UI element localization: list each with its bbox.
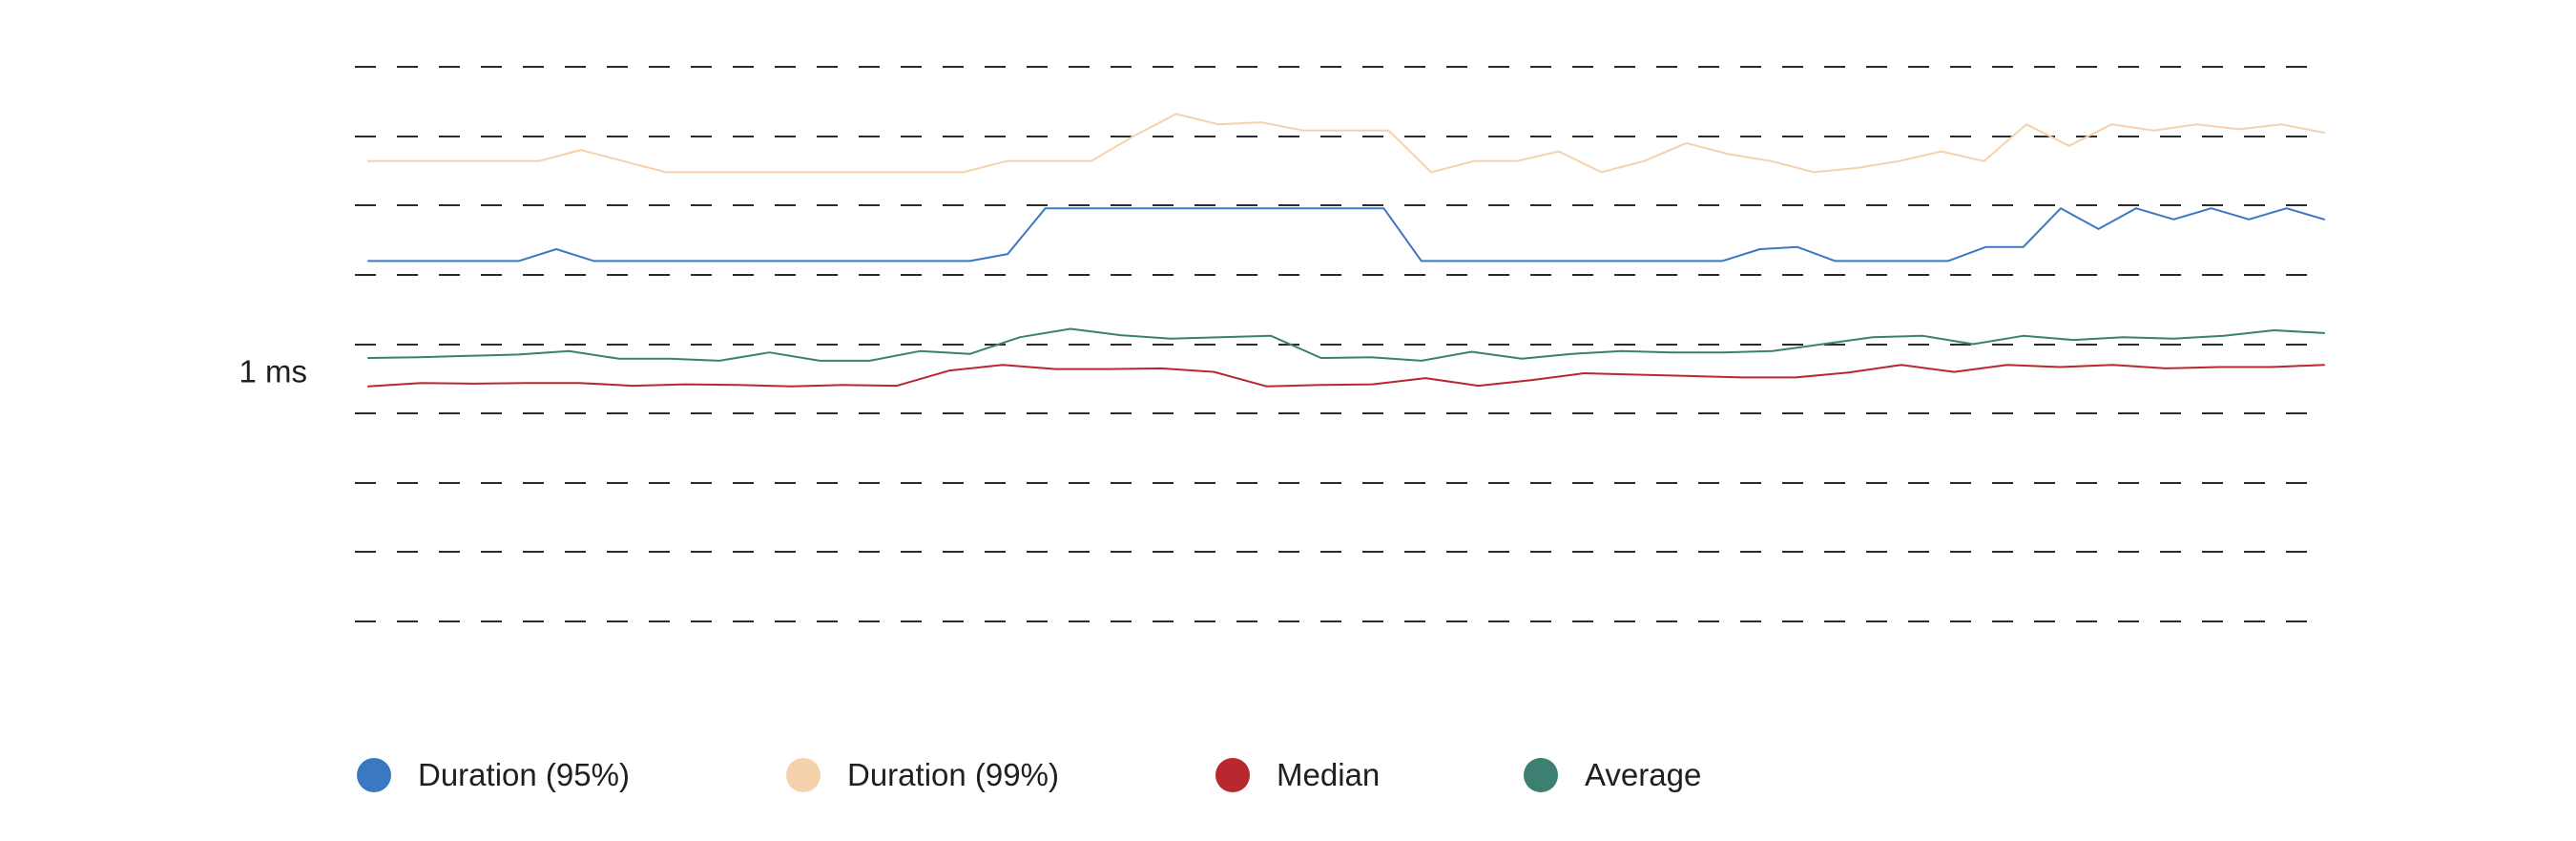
gridlines [355, 66, 2316, 622]
series-line-average [367, 327, 2325, 362]
legend: Duration (95%) Duration (99%) Median Averag… [357, 754, 1772, 796]
legend-item-duration-95[interactable]: Duration (95%) [357, 757, 786, 793]
y-axis-ticks: 1 ms [239, 354, 307, 389]
legend-item-duration-99[interactable]: Duration (99%) [786, 757, 1215, 793]
y-tick-label: 1 ms [239, 354, 307, 389]
legend-label: Median [1277, 757, 1381, 792]
legend-label: Duration (99%) [847, 757, 1059, 792]
legend-label: Duration (95%) [418, 757, 630, 792]
legend-item-median[interactable]: Median [1215, 757, 1524, 793]
legend-swatch-icon [786, 758, 821, 792]
series-line-duration-95 [367, 207, 2325, 263]
legend-item-average[interactable]: Average [1524, 757, 1772, 793]
series-line-median [367, 364, 2325, 388]
series-line-duration-99 [367, 113, 2325, 174]
legend-label: Average [1585, 757, 1702, 792]
legend-swatch-icon [1215, 758, 1250, 792]
series-lines [367, 113, 2325, 388]
legend-swatch-icon [1524, 758, 1558, 792]
legend-swatch-icon [357, 758, 391, 792]
